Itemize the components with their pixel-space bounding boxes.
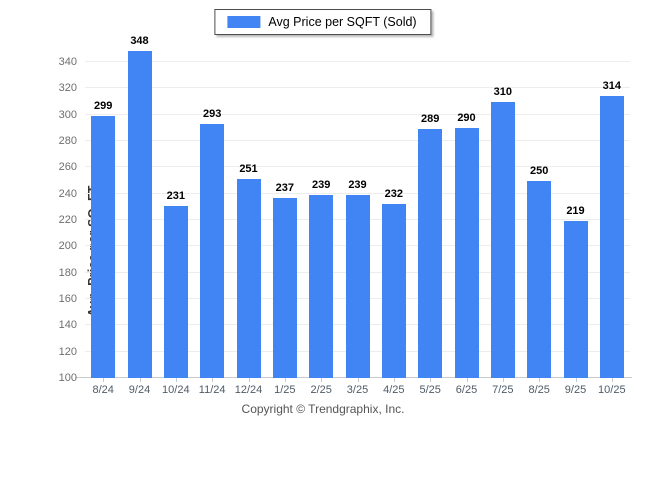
bar <box>163 205 188 378</box>
bar-value-label: 251 <box>239 163 258 176</box>
x-axis-tick <box>321 378 323 382</box>
y-tick-label: 140 <box>58 319 77 332</box>
x-tick-label: 11/24 <box>198 384 226 396</box>
y-tick-label: 180 <box>58 266 77 279</box>
bar <box>309 194 334 378</box>
x-axis-tick <box>139 378 141 382</box>
bar-value-label: 239 <box>348 178 367 191</box>
bar <box>490 101 515 378</box>
x-tick-label: 8/25 <box>528 384 550 396</box>
gridline <box>85 87 630 89</box>
bar <box>381 204 406 378</box>
x-tick-label: 7/25 <box>492 384 514 396</box>
legend-label: Avg Price per SQFT (Sold) <box>268 15 417 29</box>
bar <box>599 96 624 378</box>
x-axis-tick <box>284 378 286 382</box>
bar <box>418 129 443 378</box>
gridline <box>85 140 630 141</box>
legend: Avg Price per SQFT (Sold) <box>214 9 432 35</box>
y-tick-label: 160 <box>58 293 77 305</box>
x-axis-tick <box>212 378 214 382</box>
x-tick-label: 12/24 <box>234 384 263 396</box>
x-axis-tick <box>539 378 541 382</box>
x-axis-tick <box>357 378 359 382</box>
bar-value-label: 348 <box>130 35 149 48</box>
y-tick-label: 100 <box>58 372 77 384</box>
bar <box>527 180 552 378</box>
bar <box>127 51 152 378</box>
bar-value-label: 299 <box>93 99 113 112</box>
x-axis-tick <box>103 378 105 382</box>
x-tick-label: 8/24 <box>92 384 114 396</box>
bar <box>454 127 479 378</box>
copyright-text: Copyright © Trendgraphix, Inc. <box>241 402 405 416</box>
x-axis-tick <box>466 378 468 382</box>
y-tick-label: 300 <box>58 108 77 121</box>
y-tick-label: 220 <box>58 214 77 226</box>
bar-value-label: 237 <box>275 181 294 194</box>
x-tick-label: 2/25 <box>310 384 332 396</box>
gridline <box>85 192 630 194</box>
x-axis-tick <box>248 378 250 382</box>
bar-value-label: 293 <box>202 107 222 120</box>
x-tick-label: 6/25 <box>455 384 478 396</box>
bar <box>91 115 116 378</box>
bar <box>345 194 370 378</box>
x-tick-label: 9/25 <box>564 384 587 396</box>
x-tick-label: 9/24 <box>128 384 151 396</box>
x-tick-label: 4/25 <box>383 384 405 396</box>
y-tick-label: 260 <box>58 161 77 174</box>
y-tick-label: 320 <box>58 82 77 95</box>
x-axis-tick <box>502 378 504 382</box>
x-tick-label: 10/24 <box>162 384 190 396</box>
y-tick-label: 120 <box>58 345 77 358</box>
gridline <box>85 61 630 62</box>
gridline <box>85 166 630 168</box>
bar <box>236 179 261 378</box>
bar <box>272 197 297 378</box>
gridline <box>85 113 630 115</box>
x-axis-tick <box>175 378 177 382</box>
bar-value-label: 231 <box>166 189 185 202</box>
y-tick-label: 200 <box>58 240 77 253</box>
x-axis-tick <box>393 378 395 382</box>
bar-value-label: 310 <box>493 85 512 98</box>
bar-value-label: 314 <box>602 80 621 93</box>
bar-value-label: 250 <box>529 164 549 177</box>
y-tick-label: 340 <box>58 56 77 68</box>
bar-value-label: 239 <box>311 178 331 191</box>
x-axis-tick <box>611 378 613 382</box>
chart-page: Avg Price per SQFT (Sold) Avg. Price per… <box>58 9 632 416</box>
bar-value-label: 290 <box>457 111 476 124</box>
x-tick-label: 5/25 <box>419 384 441 396</box>
y-tick-label: 280 <box>58 135 77 147</box>
plot-area: Avg. Price per SQ. FT. 10012014016018020… <box>59 35 632 396</box>
bar <box>563 221 588 378</box>
x-tick-label: 10/25 <box>598 384 626 396</box>
x-tick-label: 1/25 <box>274 384 296 396</box>
x-tick-label: 3/25 <box>346 384 369 396</box>
y-tick-label: 240 <box>58 187 77 200</box>
bar-value-label: 219 <box>566 205 585 218</box>
legend-swatch <box>227 16 261 28</box>
bar-value-label: 232 <box>384 188 403 201</box>
bar-value-label: 289 <box>420 113 440 126</box>
bar <box>200 123 225 378</box>
x-axis-tick <box>430 378 432 382</box>
x-axis-tick <box>575 378 577 382</box>
